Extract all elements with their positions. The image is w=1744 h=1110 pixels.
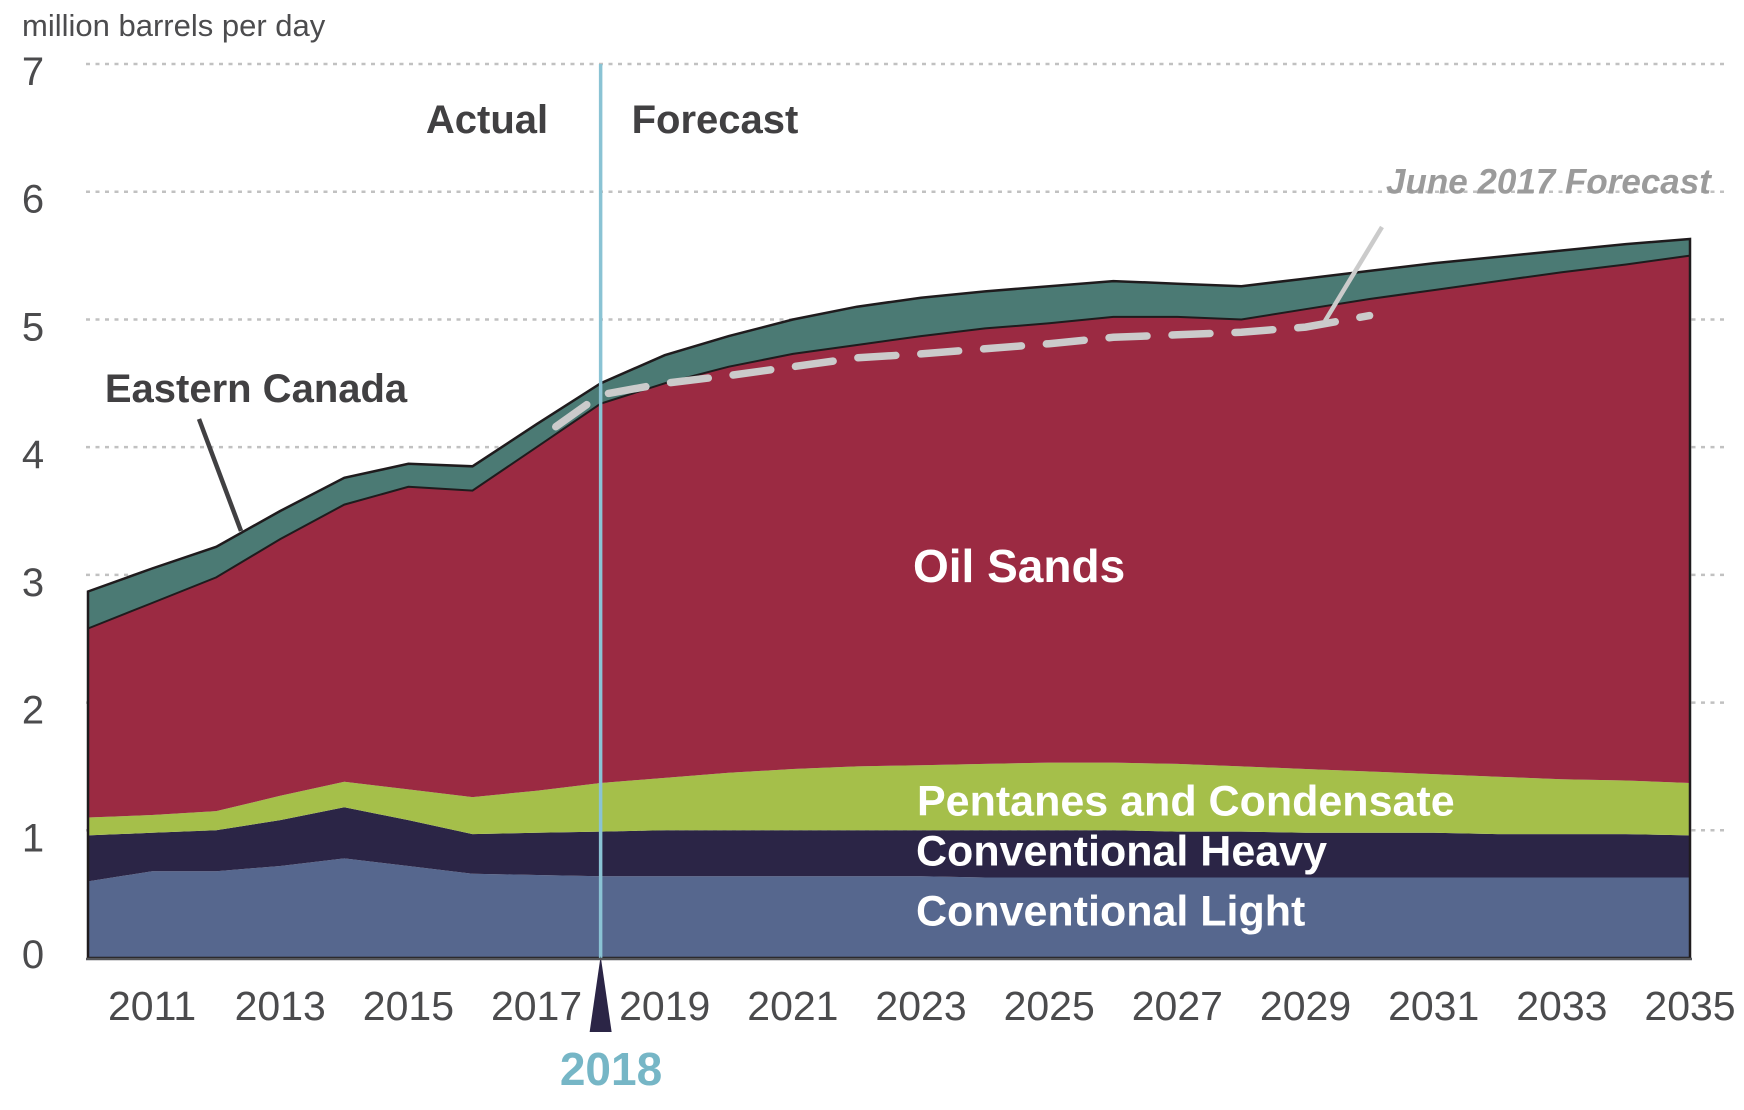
june-2017-callout-line — [1323, 225, 1384, 323]
eastern-canada-annotation: Eastern Canada — [104, 367, 408, 411]
area-conventional-light — [88, 858, 1690, 958]
x-tick-label-2019: 2019 — [619, 983, 710, 1029]
x-tick-label-2021: 2021 — [747, 983, 838, 1029]
area-pentanes-and-condensate — [88, 762, 1690, 836]
x-tick-label-2031: 2031 — [1388, 983, 1479, 1029]
y-tick-label-6: 6 — [22, 178, 44, 222]
forecast-period-label: Forecast — [631, 98, 799, 142]
oil-sands-top-edge — [87, 254, 1691, 630]
x-tick-label-2035: 2035 — [1644, 983, 1735, 1029]
x-tick-label-2025: 2025 — [1004, 983, 1095, 1029]
oil-sands-area-label: Oil Sands — [913, 540, 1126, 592]
eastern-canada-callout-line — [196, 418, 244, 532]
y-tick-label-0: 0 — [22, 933, 44, 977]
june-2017-forecast-annotation: June 2017 Forecast — [1386, 162, 1711, 202]
area-oil-sands — [88, 255, 1690, 818]
june-2017-forecast-line — [552, 311, 1374, 431]
divider-marker-triangle — [589, 956, 612, 1032]
y-axis-title: million barrels per day — [22, 8, 326, 43]
conventional-heavy-area-label: Conventional Heavy — [916, 827, 1327, 876]
x-tick-label-2027: 2027 — [1132, 983, 1223, 1029]
x-tick-label-2023: 2023 — [875, 983, 966, 1029]
y-tick-label-4: 4 — [22, 433, 44, 477]
area-conventional-heavy — [88, 807, 1690, 882]
y-tick-label-5: 5 — [22, 305, 44, 349]
x-tick-label-2017: 2017 — [491, 983, 582, 1029]
y-tick-label-2: 2 — [22, 689, 44, 733]
y-tick-label-3: 3 — [22, 561, 44, 605]
y-tick-label-7: 7 — [22, 50, 44, 94]
divider-year-label: 2018 — [559, 1043, 663, 1095]
x-tick-label-2029: 2029 — [1260, 983, 1351, 1029]
actual-period-label: Actual — [425, 98, 549, 142]
conventional-light-area-label: Conventional Light — [916, 887, 1306, 936]
x-tick-label-2011: 2011 — [108, 983, 196, 1029]
y-tick-label-1: 1 — [22, 816, 44, 860]
area-eastern-canada — [88, 239, 1690, 629]
x-tick-label-2013: 2013 — [235, 983, 326, 1029]
pentanes-area-label: Pentanes and Condensate — [917, 777, 1455, 826]
x-tick-label-2015: 2015 — [363, 983, 454, 1029]
stack-outline — [86, 237, 1692, 960]
x-tick-label-2033: 2033 — [1516, 983, 1607, 1029]
